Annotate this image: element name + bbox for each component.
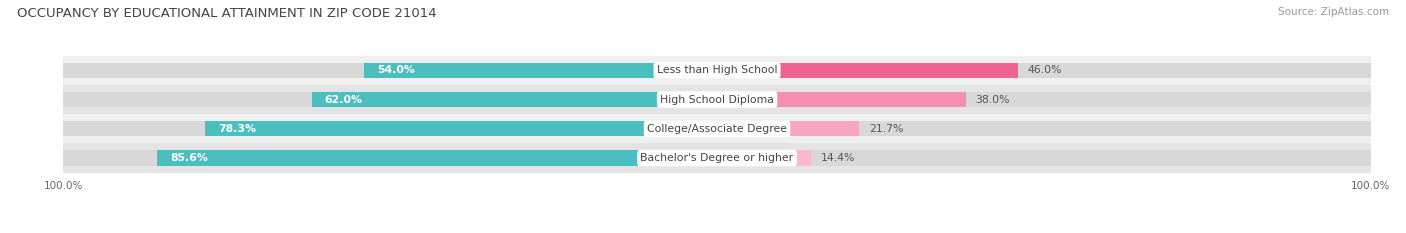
Text: 62.0%: 62.0%: [325, 95, 363, 105]
Text: 78.3%: 78.3%: [218, 124, 256, 134]
Text: Less than High School: Less than High School: [657, 65, 778, 75]
Text: 85.6%: 85.6%: [170, 153, 208, 163]
Bar: [63, 56, 1371, 85]
Text: 21.7%: 21.7%: [869, 124, 903, 134]
Bar: [717, 151, 1371, 166]
Bar: [717, 92, 1371, 107]
Text: Bachelor's Degree or higher: Bachelor's Degree or higher: [641, 153, 793, 163]
Text: Source: ZipAtlas.com: Source: ZipAtlas.com: [1278, 7, 1389, 17]
Text: 54.0%: 54.0%: [377, 65, 415, 75]
Bar: [157, 151, 717, 166]
Bar: [63, 63, 717, 78]
Bar: [63, 121, 717, 136]
Text: OCCUPANCY BY EDUCATIONAL ATTAINMENT IN ZIP CODE 21014: OCCUPANCY BY EDUCATIONAL ATTAINMENT IN Z…: [17, 7, 436, 20]
Bar: [364, 63, 717, 78]
Bar: [312, 92, 717, 107]
Legend: Owner-occupied, Renter-occupied: Owner-occupied, Renter-occupied: [606, 231, 828, 233]
Bar: [717, 151, 811, 166]
Bar: [717, 121, 1371, 136]
Bar: [717, 121, 859, 136]
Bar: [205, 121, 717, 136]
Text: College/Associate Degree: College/Associate Degree: [647, 124, 787, 134]
Text: 38.0%: 38.0%: [976, 95, 1010, 105]
Text: 14.4%: 14.4%: [821, 153, 855, 163]
Bar: [717, 63, 1018, 78]
Bar: [63, 151, 717, 166]
Bar: [63, 85, 1371, 114]
Bar: [63, 114, 1371, 144]
Bar: [717, 63, 1371, 78]
Bar: [63, 144, 1371, 173]
Bar: [63, 92, 717, 107]
Bar: [717, 92, 966, 107]
Text: High School Diploma: High School Diploma: [661, 95, 773, 105]
Text: 46.0%: 46.0%: [1028, 65, 1062, 75]
